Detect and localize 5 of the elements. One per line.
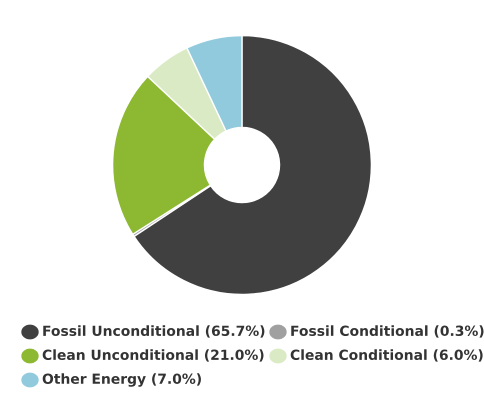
legend-label: Fossil Unconditional (65.7%): [43, 325, 264, 338]
legend-label: Other Energy (7.0%): [42, 373, 201, 387]
legend-label: Clean Unconditional (21.0%): [42, 349, 264, 362]
legend-label: Fossil Conditional (0.3%): [291, 325, 484, 338]
legend-label: Clean Conditional (6.0%): [290, 349, 483, 362]
